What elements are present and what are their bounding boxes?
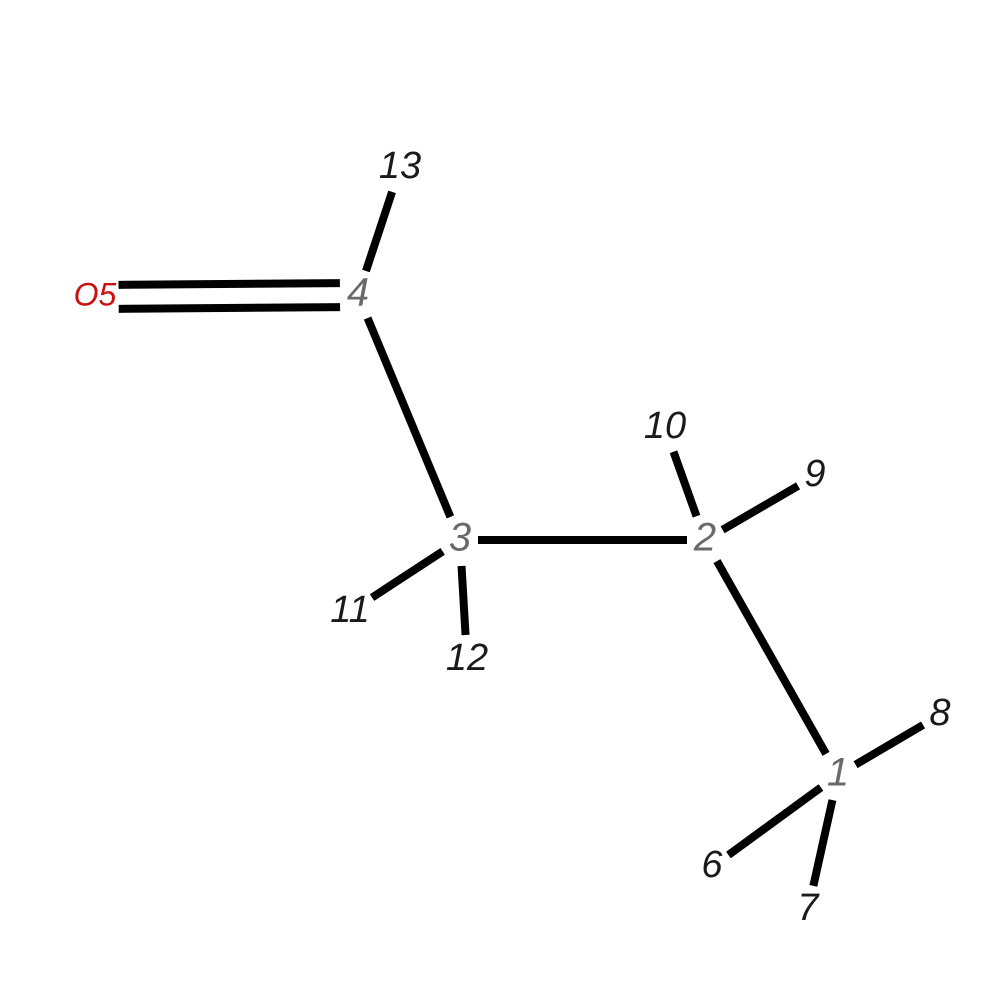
bond-line xyxy=(673,452,696,516)
atom-label-11: 11 xyxy=(330,589,369,631)
bond-line xyxy=(717,561,826,754)
bond-line xyxy=(723,486,798,530)
bond-line xyxy=(368,318,451,517)
bond-line xyxy=(119,307,340,309)
atom-label-5: O5 xyxy=(74,276,117,312)
atom-label-9: 9 xyxy=(804,453,825,495)
bond-line xyxy=(813,800,832,886)
bond-line xyxy=(366,192,392,271)
atom-label-7: 7 xyxy=(797,887,820,929)
bond-line xyxy=(372,551,443,597)
atom-label-1: 1 xyxy=(827,751,849,795)
atom-label-3: 3 xyxy=(449,516,471,560)
bond-line xyxy=(119,283,340,285)
molecule-diagram: 1234O5678910111213 xyxy=(0,0,1000,1000)
atom-label-13: 13 xyxy=(379,145,421,187)
bond-line xyxy=(462,566,466,635)
atom-label-10: 10 xyxy=(644,405,686,447)
bond-line xyxy=(728,787,820,855)
atom-label-8: 8 xyxy=(929,692,950,734)
bonds-group xyxy=(119,192,924,886)
atom-label-2: 2 xyxy=(693,516,716,560)
bond-line xyxy=(856,725,924,765)
atom-label-4: 4 xyxy=(347,271,369,315)
atom-label-6: 6 xyxy=(701,844,723,886)
atom-label-12: 12 xyxy=(446,637,488,679)
